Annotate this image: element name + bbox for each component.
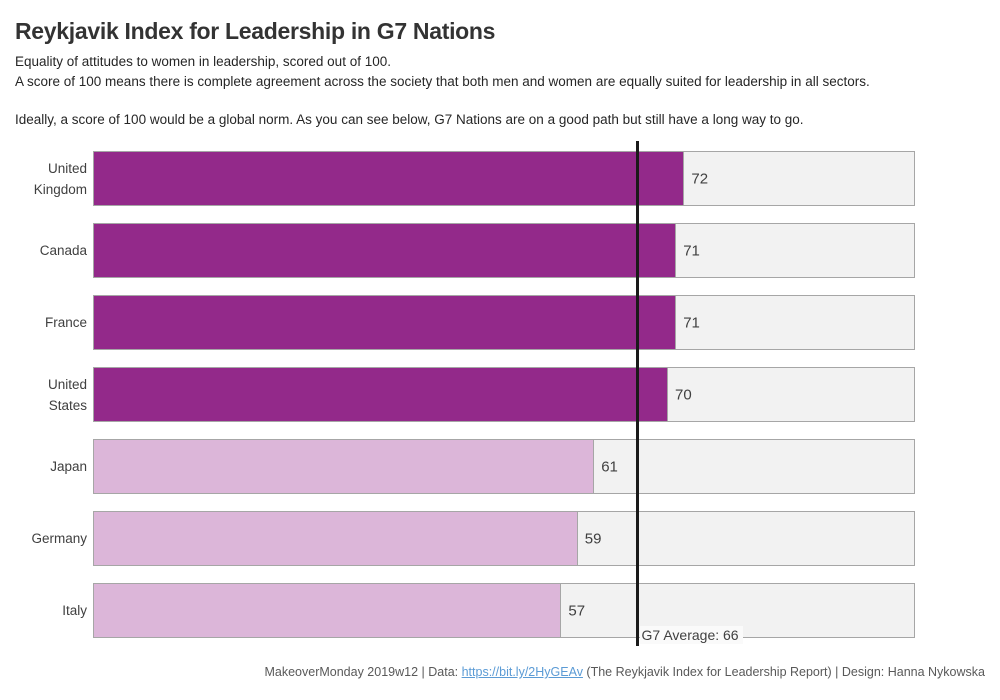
bar-chart: United Kingdom 72 Canada 71 France 71 United S… xyxy=(15,141,915,646)
chart-row: United States 70 xyxy=(15,367,915,422)
category-label: United Kingdom xyxy=(33,160,87,197)
category-label: United States xyxy=(47,376,87,413)
chart-row: Japan 61 xyxy=(15,439,915,494)
bar-track: 71 xyxy=(93,223,915,278)
bar[interactable] xyxy=(94,224,677,277)
footer-text-prefix: MakeoverMonday 2019w12 | Data: xyxy=(264,665,462,679)
bar[interactable] xyxy=(94,296,677,349)
bar[interactable] xyxy=(94,368,668,421)
bar-track: 70 xyxy=(93,367,915,422)
value-label: 71 xyxy=(683,314,700,331)
page-title: Reykjavik Index for Leadership in G7 Nat… xyxy=(15,18,496,44)
category-label: Japan xyxy=(50,459,87,474)
value-label: 72 xyxy=(691,170,709,187)
footer-text-suffix: (The Reykjavik Index for Leadership Repo… xyxy=(582,665,985,679)
category-label: France xyxy=(44,315,87,330)
category-label: Germany xyxy=(31,531,87,546)
subtitle-line-2: A score of 100 means there is complete a… xyxy=(15,74,870,89)
chart-row: Italy 57 xyxy=(15,583,915,638)
bar-track: 59 xyxy=(93,511,915,566)
data-source-link[interactable]: https://bit.ly/2HyGEAv xyxy=(461,665,583,679)
bar-track: 57 xyxy=(93,583,915,638)
bar[interactable] xyxy=(94,440,595,493)
bar[interactable] xyxy=(94,584,562,637)
chart-row: Canada 71 xyxy=(15,223,915,278)
bar[interactable] xyxy=(94,152,685,205)
chart-row: France 71 xyxy=(15,295,915,350)
bar[interactable] xyxy=(94,512,578,565)
category-label: Italy xyxy=(62,603,87,618)
value-label: 57 xyxy=(568,602,586,619)
value-label: 70 xyxy=(675,386,692,403)
chart-header: Reykjavik Index for Leadership in G7 Nat… xyxy=(0,0,1000,130)
chart-row: United Kingdom 72 xyxy=(15,151,915,206)
chart-note: Ideally, a score of 100 would be a globa… xyxy=(15,112,804,127)
bar-track: 61 xyxy=(93,439,915,494)
chart-row: Germany 59 xyxy=(15,511,915,566)
footer: MakeoverMonday 2019w12 | Data: https://b… xyxy=(0,665,1000,679)
value-label: 59 xyxy=(584,530,602,547)
value-label: 71 xyxy=(683,242,700,259)
value-label: 61 xyxy=(601,458,618,475)
bar-track: 71 xyxy=(93,295,915,350)
bar-track: 72 xyxy=(93,151,915,206)
subtitle: Equality of attitudes to women in leader… xyxy=(15,52,985,92)
category-label: Canada xyxy=(39,243,87,258)
subtitle-line-1: Equality of attitudes to women in leader… xyxy=(15,54,391,69)
